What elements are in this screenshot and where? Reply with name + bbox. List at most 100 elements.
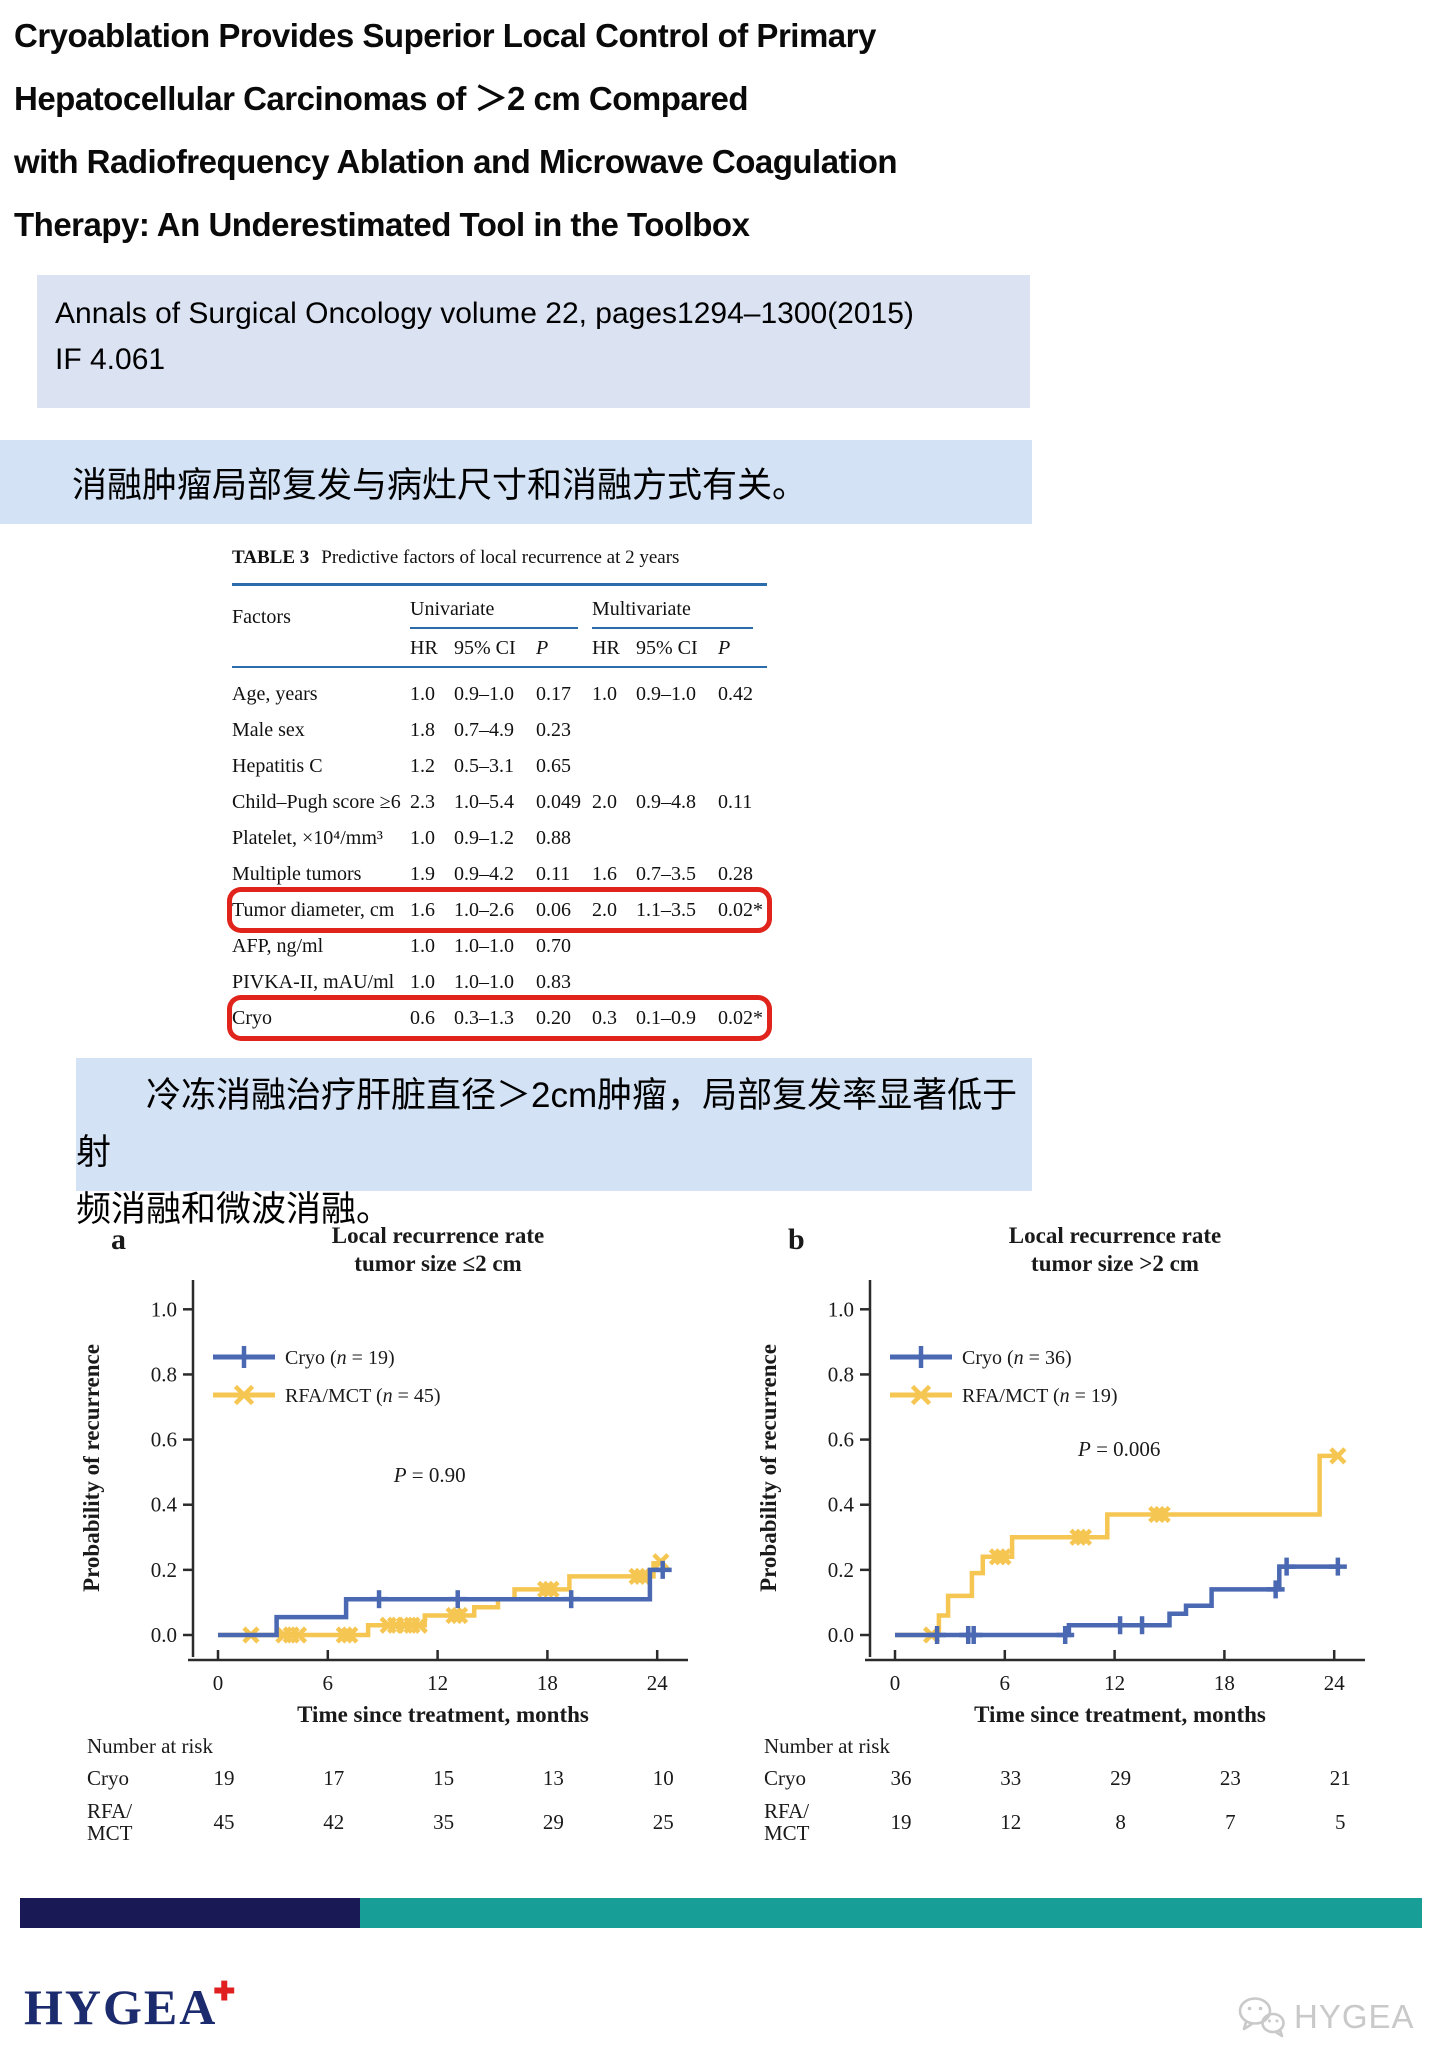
- wechat-icon: [1238, 1997, 1285, 2038]
- number-at-risk-header: Number at risk: [764, 1734, 890, 1758]
- censor-x-mark: [1069, 1528, 1087, 1546]
- factor-value: 0.23: [536, 718, 571, 741]
- y-tick-label: 0.8: [828, 1362, 854, 1386]
- censor-x-mark: [633, 1567, 652, 1585]
- p-value-label: P = 0.006: [1077, 1437, 1160, 1461]
- y-tick-label: 0.6: [828, 1428, 854, 1452]
- hygea-logo: HYGEA✚: [24, 1977, 241, 2036]
- table-mid-rule: [232, 666, 767, 668]
- factor-value: 2.0: [592, 898, 617, 921]
- column-header-p-multi: P: [718, 637, 731, 659]
- watermark-text: HYGEA: [1294, 1998, 1415, 2035]
- panel-label: b: [788, 1223, 805, 1256]
- factor-value: 0.9–1.0: [454, 682, 514, 705]
- risk-value: 12: [1000, 1810, 1021, 1834]
- risk-value: 33: [1000, 1766, 1021, 1790]
- factor-value: 0.9–1.0: [636, 682, 696, 705]
- factor-name: Tumor diameter, cm: [232, 898, 395, 921]
- y-tick-label: 0.6: [151, 1428, 177, 1452]
- footer-bar-teal: [360, 1898, 1422, 1928]
- censor-x-mark: [994, 1548, 1012, 1566]
- risk-value: 19: [214, 1766, 235, 1790]
- spacer: [232, 629, 410, 666]
- column-header-ci-multi: 95% CI: [636, 637, 698, 659]
- factor-name: AFP, ng/ml: [232, 934, 324, 957]
- factor-value: 0.3–1.3: [454, 1006, 514, 1029]
- factor-value: 1.0–5.4: [454, 790, 514, 813]
- censor-x-mark: [233, 1384, 255, 1406]
- hygea-logo-cross-icon: ✚: [213, 1977, 238, 2006]
- risk-row-label: RFA/: [764, 1799, 809, 1823]
- legend-label-RFA-MCT: RFA/MCT (n = 45): [285, 1385, 441, 1407]
- factor-value: 0.7–4.9: [454, 718, 514, 741]
- km-chart-tumor-le2cm: a Local recurrence rate tumor size ≤2 cm 0.…: [63, 1205, 723, 1860]
- p-value-label: P = 0.90: [393, 1463, 466, 1487]
- hygea-logo-text: HYGEA: [24, 1979, 218, 2035]
- table-row: Hepatitis C 1.2 0.5–3.1 0.65: [232, 748, 767, 784]
- factor-value: 1.2: [410, 754, 435, 777]
- factor-value: 0.1–0.9: [636, 1006, 696, 1029]
- risk-value: 42: [323, 1810, 344, 1834]
- y-tick-label: 1.0: [151, 1297, 177, 1321]
- factor-name: Platelet, ×10⁴/mm³: [232, 826, 383, 849]
- table-row: Male sex 1.8 0.7–4.9 0.23: [232, 712, 767, 748]
- factor-name: Cryo: [232, 1006, 272, 1029]
- censor-x-mark: [628, 1567, 646, 1585]
- wechat-watermark: HYGEA: [1236, 1995, 1415, 2039]
- factor-value: 0.9–1.2: [454, 826, 514, 849]
- factor-value: 1.0–2.6: [454, 898, 514, 921]
- risk-value: 10: [653, 1766, 674, 1790]
- factor-value: 0.9–4.8: [636, 790, 696, 813]
- censor-x-mark: [1329, 1447, 1347, 1465]
- factor-value: 2.3: [410, 790, 435, 813]
- highlight-statement-1: 消融肿瘤局部复发与病灶尺寸和消融方式有关。: [0, 440, 1032, 524]
- factor-value: 1.9: [410, 862, 435, 885]
- chart-title: Local recurrence rate: [332, 1223, 544, 1248]
- censor-x-mark: [988, 1548, 1007, 1566]
- factor-value: 0.11: [718, 790, 753, 813]
- table-caption: TABLE 3 Predictive factors of local recur…: [232, 547, 767, 569]
- risk-value: 21: [1330, 1766, 1351, 1790]
- factor-value: 1.6: [592, 862, 617, 885]
- factor-name: Multiple tumors: [232, 862, 362, 885]
- censor-x-mark: [542, 1580, 560, 1599]
- factor-value: 1.0: [410, 970, 435, 993]
- x-axis-title: Time since treatment, months: [297, 1702, 589, 1727]
- highlight-statement-1-text: 消融肿瘤局部复发与病灶尺寸和消融方式有关。: [72, 465, 808, 505]
- x-tick-label: 18: [1214, 1671, 1235, 1695]
- factor-value: 2.0: [592, 790, 617, 813]
- table-header-sub: HR 95% CI P HR 95% CI P: [232, 629, 767, 666]
- censor-x-mark: [335, 1626, 353, 1644]
- km-curve-Cryo: [895, 1564, 1340, 1638]
- y-tick-label: 1.0: [828, 1297, 854, 1321]
- x-tick-label: 6: [1000, 1671, 1011, 1695]
- factor-name: Age, years: [232, 682, 318, 705]
- footer-bar-navy: [20, 1898, 360, 1928]
- column-header-hr-multi: HR: [592, 637, 620, 659]
- panel-label: a: [111, 1223, 126, 1256]
- factor-value: 0.02*: [718, 1006, 763, 1029]
- factor-value: 0.83: [536, 970, 571, 993]
- y-tick-label: 0.2: [151, 1558, 177, 1582]
- table-row-highlighted: Tumor diameter, cm 1.6 1.0–2.6 0.06 2.0 1.1–3…: [232, 892, 767, 928]
- table-caption-text: Predictive factors of local recurrence a…: [321, 547, 680, 568]
- table-row: Platelet, ×10⁴/mm³ 1.0 0.9–1.2 0.88: [232, 820, 767, 856]
- factor-name: PIVKA-II, mAU/ml: [232, 970, 395, 993]
- y-tick-label: 0.8: [151, 1362, 177, 1386]
- risk-value: 17: [323, 1766, 344, 1790]
- risk-value: 7: [1225, 1810, 1236, 1834]
- number-at-risk-header: Number at risk: [87, 1734, 213, 1758]
- slide-title: Cryoablation Provides Superior Local Con…: [14, 17, 898, 243]
- risk-row-label: MCT: [764, 1821, 810, 1845]
- factor-value: 1.6: [410, 898, 435, 921]
- column-header-ci-uni: 95% CI: [454, 637, 516, 659]
- y-tick-label: 0.0: [828, 1623, 854, 1647]
- risk-row-label: RFA/: [87, 1799, 132, 1823]
- x-tick-label: 12: [427, 1671, 448, 1695]
- x-tick-label: 0: [890, 1671, 901, 1695]
- y-tick-label: 0.4: [151, 1493, 178, 1517]
- factor-value: 0.88: [536, 826, 571, 849]
- factor-value: 1.0: [410, 682, 435, 705]
- x-tick-label: 24: [1324, 1671, 1346, 1695]
